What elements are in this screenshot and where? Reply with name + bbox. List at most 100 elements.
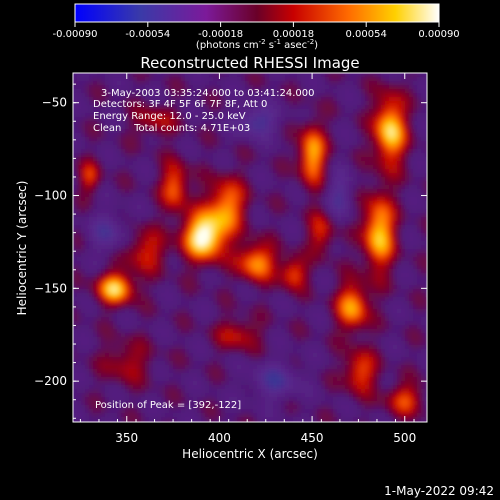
heatmap-cell [345, 133, 350, 138]
heatmap-cell [389, 201, 394, 206]
heatmap-cell [325, 281, 330, 286]
heatmap-cell [329, 253, 334, 258]
heatmap-cell [177, 213, 182, 218]
heatmap-cell [89, 185, 94, 190]
heatmap-cell [225, 177, 230, 182]
heatmap-cell [213, 157, 218, 162]
heatmap-cell [185, 117, 190, 122]
heatmap-cell [129, 217, 134, 222]
heatmap-cell [269, 253, 274, 258]
heatmap-cell [305, 205, 310, 210]
heatmap-cell [113, 277, 118, 282]
heatmap-cell [201, 101, 206, 106]
heatmap-cell [409, 125, 414, 130]
heatmap-cell [261, 73, 266, 78]
heatmap-cell [341, 133, 346, 138]
heatmap-cell [293, 285, 298, 290]
heatmap-cell [137, 245, 142, 250]
heatmap-cell [97, 277, 102, 282]
heatmap-cell [85, 205, 90, 210]
heatmap-cell [369, 77, 374, 82]
heatmap-cell [149, 89, 154, 94]
heatmap-cell [377, 241, 382, 246]
heatmap-cell [405, 241, 410, 246]
heatmap-cell [213, 73, 218, 78]
heatmap-cell [289, 101, 294, 106]
heatmap-cell [233, 201, 238, 206]
heatmap-cell [277, 133, 282, 138]
heatmap-cell [173, 289, 178, 294]
heatmap-cell [317, 285, 322, 290]
heatmap-cell [185, 205, 190, 210]
heatmap-cell [85, 245, 90, 250]
heatmap-cell [225, 189, 230, 194]
heatmap-cell [301, 197, 306, 202]
heatmap-cell [109, 105, 114, 110]
heatmap-cell [261, 177, 266, 182]
heatmap-cell [369, 141, 374, 146]
heatmap-cell [337, 289, 342, 294]
heatmap-cell [117, 157, 122, 162]
heatmap-cell [393, 113, 398, 118]
heatmap-cell [229, 277, 234, 282]
heatmap-cell [85, 289, 90, 294]
heatmap-cell [177, 237, 182, 242]
heatmap-cell [385, 169, 390, 174]
heatmap-cell [197, 281, 202, 286]
heatmap-cell [97, 161, 102, 166]
heatmap-cell [93, 113, 98, 118]
heatmap-cell [169, 217, 174, 222]
heatmap-cell [345, 157, 350, 162]
heatmap-cell [293, 197, 298, 202]
heatmap-cell [89, 273, 94, 278]
heatmap-cell [305, 141, 310, 146]
heatmap-cell [337, 93, 342, 98]
heatmap-cell [165, 261, 170, 266]
heatmap-cell [157, 177, 162, 182]
heatmap-cell [377, 249, 382, 254]
heatmap-cell [105, 181, 110, 186]
heatmap-cell [137, 273, 142, 278]
heatmap-cell [269, 73, 274, 78]
heatmap-cell [137, 241, 142, 246]
heatmap-cell [249, 177, 254, 182]
heatmap-cell [409, 293, 414, 298]
heatmap-cell [209, 149, 214, 154]
heatmap-cell [309, 129, 314, 134]
heatmap-cell [201, 77, 206, 82]
heatmap-cell [185, 209, 190, 214]
heatmap-cell [153, 169, 158, 174]
heatmap-cell [217, 185, 222, 190]
heatmap-cell [425, 281, 427, 286]
heatmap-cell [193, 193, 198, 198]
heatmap-cell [413, 197, 418, 202]
heatmap-cell [417, 117, 422, 122]
heatmap-cell [421, 73, 426, 78]
heatmap-cell [101, 109, 106, 114]
heatmap-cell [321, 233, 326, 238]
heatmap-cell [173, 177, 178, 182]
heatmap-cell [85, 185, 90, 190]
heatmap-cell [389, 289, 394, 294]
heatmap-cell [377, 233, 382, 238]
heatmap-cell [189, 181, 194, 186]
heatmap-cell [97, 173, 102, 178]
heatmap-cell [117, 225, 122, 230]
heatmap-cell [221, 129, 226, 134]
heatmap-cell [197, 161, 202, 166]
heatmap-cell [361, 145, 366, 150]
heatmap-cell [273, 213, 278, 218]
heatmap-cell [409, 225, 414, 230]
heatmap-cell [365, 213, 370, 218]
heatmap-cell [385, 253, 390, 258]
heatmap-cell [165, 185, 170, 190]
heatmap-cell [325, 237, 330, 242]
heatmap-cell [309, 101, 314, 106]
heatmap-cell [117, 201, 122, 206]
heatmap-cell [273, 85, 278, 90]
heatmap-cell [413, 101, 418, 106]
heatmap-cell [317, 97, 322, 102]
heatmap-cell [81, 169, 86, 174]
heatmap-cell [73, 277, 78, 282]
heatmap-cell [241, 109, 246, 114]
